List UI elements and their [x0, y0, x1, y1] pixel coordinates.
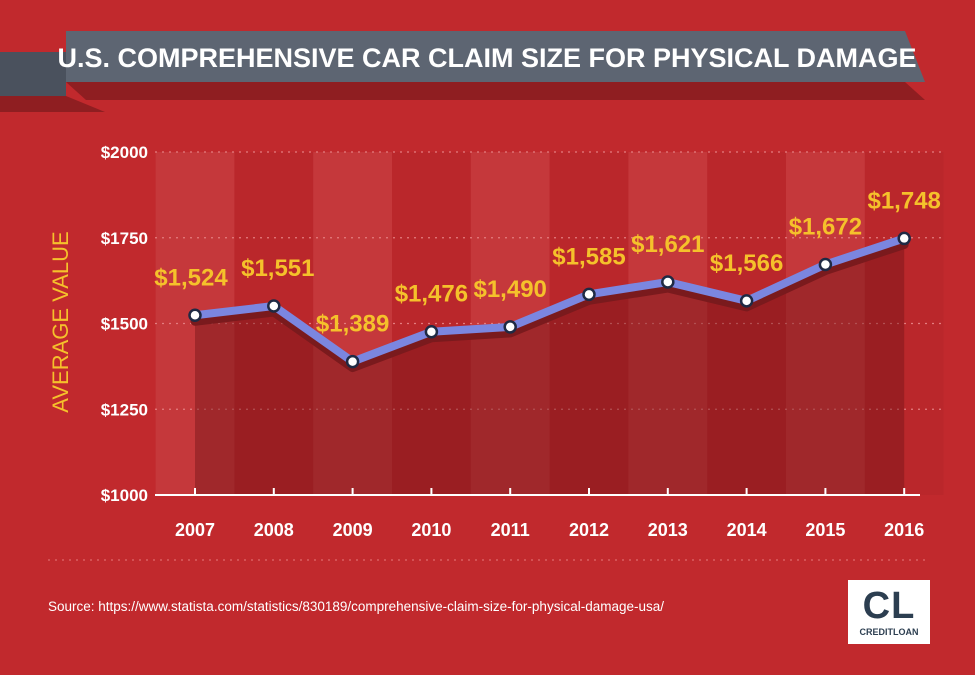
data-point — [582, 287, 596, 302]
x-tick-label: 2007 — [175, 520, 215, 540]
title-banner: U.S. COMPREHENSIVE CAR CLAIM SIZE FOR PH… — [0, 31, 925, 112]
x-tick-label: 2015 — [805, 520, 845, 540]
area-fill — [195, 244, 905, 495]
chart-title: U.S. COMPREHENSIVE CAR CLAIM SIZE FOR PH… — [57, 43, 916, 73]
data-label: $1,566 — [710, 250, 783, 277]
y-tick-label: $1000 — [101, 486, 148, 505]
y-tick-label: $2000 — [101, 143, 148, 162]
area-shape — [195, 244, 905, 495]
x-axis: 2007 2008 2009 2010 2011 2012 2013 2014 2015 2016 — [155, 488, 924, 540]
series-line-group — [190, 234, 909, 373]
y-axis-ticks: $1000 $1250 $1500 $1750 $2000 — [101, 143, 148, 505]
data-label: $1,476 — [395, 281, 468, 308]
data-label: $1,748 — [867, 187, 940, 214]
x-tick-label: 2012 — [569, 520, 609, 540]
data-label: $1,585 — [552, 243, 625, 270]
data-point — [503, 320, 517, 334]
data-label: $1,389 — [316, 311, 389, 338]
x-tick-label: 2008 — [254, 520, 294, 540]
data-label: $1,524 — [154, 264, 228, 291]
banner-body — [66, 31, 925, 82]
data-point — [739, 294, 754, 308]
y-tick-label: $1750 — [101, 229, 148, 248]
banner-left-shadow — [0, 96, 105, 112]
x-tick-label: 2016 — [884, 520, 924, 540]
y-tick-label: $1500 — [101, 315, 148, 334]
logo-mark: CL — [862, 585, 916, 627]
data-points — [188, 231, 911, 369]
source-note: Source: https://www.statista.com/statist… — [48, 599, 664, 614]
x-tick-label: 2013 — [648, 520, 688, 540]
data-point — [267, 299, 281, 313]
x-tick-label: 2010 — [411, 520, 451, 540]
y-tick-label: $1250 — [101, 400, 148, 419]
data-label: $1,672 — [789, 214, 862, 241]
x-tick-label: 2009 — [333, 520, 373, 540]
data-point — [897, 231, 911, 246]
data-label: $1,621 — [631, 231, 704, 258]
series-line-shadow — [190, 239, 909, 373]
series-line — [191, 234, 909, 366]
data-point — [188, 308, 202, 323]
y-axis-label: AVERAGE VALUE — [48, 231, 73, 412]
x-tick-label: 2014 — [727, 520, 767, 540]
data-point — [424, 324, 439, 339]
data-point — [345, 354, 360, 369]
banner-left-tab — [0, 52, 66, 96]
data-labels: $1,524 $1,551$1,389$1,476 $1,490$1,585 $1,6… — [154, 187, 941, 337]
data-label: $1,490 — [473, 276, 546, 303]
grid-lines — [155, 151, 945, 410]
data-label: $1,551 — [241, 255, 314, 282]
x-tick-label: 2011 — [491, 520, 530, 540]
data-point — [661, 275, 675, 289]
logo-name: CREDITLOAN — [859, 627, 919, 637]
creditloan-logo: CL CREDITLOAN — [848, 580, 930, 644]
banner-shadow — [66, 82, 925, 100]
data-point — [818, 257, 833, 272]
